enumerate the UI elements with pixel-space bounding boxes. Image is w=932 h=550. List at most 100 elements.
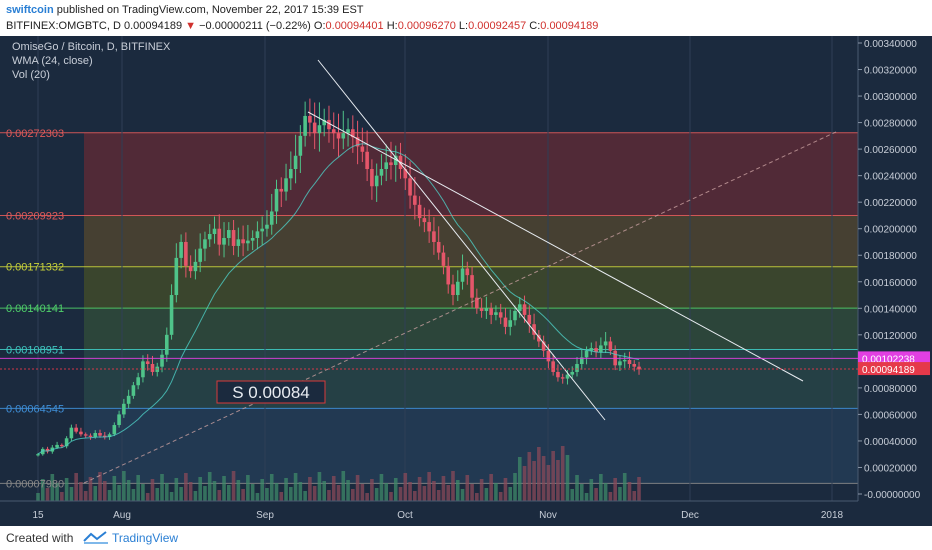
trend-lines[interactable]	[83, 59, 839, 484]
candle-body	[174, 257, 179, 296]
support-annotation[interactable]: S 0.00084	[216, 380, 326, 404]
volume-bar	[55, 483, 59, 501]
candle-body	[36, 454, 40, 456]
candle-body	[498, 312, 503, 318]
volume-bar	[241, 489, 245, 501]
publish-line: swiftcoin published on TradingView.com, …	[6, 4, 364, 16]
volume-bar	[484, 488, 489, 501]
candle-body	[150, 364, 155, 372]
open-label: O:	[313, 20, 326, 32]
tradingview-link[interactable]: TradingView	[112, 531, 179, 545]
volume-bar	[69, 487, 74, 501]
volume-bar	[246, 475, 250, 501]
candle-body	[570, 371, 575, 375]
volume-bar	[513, 473, 517, 501]
candle-body	[122, 403, 126, 415]
volume-bar	[265, 488, 269, 501]
volume-bar	[427, 472, 431, 501]
time-tick-label: Sep	[256, 510, 274, 521]
volume-bar	[346, 480, 350, 501]
candle-body	[413, 195, 417, 205]
volume-bar	[637, 477, 641, 501]
volume-bar	[565, 455, 570, 501]
candle-body	[470, 275, 474, 298]
price-change: −0.00000211 (−0.22%)	[199, 20, 311, 32]
candle-body	[141, 361, 145, 378]
low-label: L:	[458, 20, 469, 32]
candle-body	[565, 374, 570, 379]
volume-bar	[79, 482, 83, 501]
price-tick-label: 0.00160000	[864, 278, 917, 289]
fib-level-label: 0.00108951	[6, 344, 64, 356]
time-axis[interactable]: 15 Aug Sep Oct Nov Dec 2018	[0, 500, 858, 521]
price-chart[interactable]: 0.00272303 0.00209923 0.00171332 0.00140141…	[0, 36, 932, 526]
volume-bar	[141, 484, 145, 501]
price-tick-label: 0.00340000	[864, 39, 917, 50]
trend-line-long	[307, 111, 804, 382]
candle-body	[83, 434, 88, 436]
volume-bar	[126, 480, 131, 501]
candle-body	[384, 162, 389, 170]
volume-bar	[556, 460, 560, 501]
price-tick-label: -0.00000000	[864, 490, 921, 501]
candle-body	[436, 241, 441, 253]
volume-bar	[155, 488, 160, 501]
candle-body	[455, 281, 460, 296]
candle-body	[236, 239, 241, 246]
candle-body	[627, 360, 632, 365]
volume-bar	[293, 473, 298, 501]
low-value: 0.00092457	[468, 20, 527, 32]
volume-bar	[279, 492, 284, 501]
volume-bar	[613, 478, 617, 501]
ticker-symbol[interactable]: BITFINEX:OMGBTC, D	[6, 20, 121, 32]
volume-bar	[355, 475, 360, 501]
chart-canvas[interactable]: 0.00272303 0.00209923 0.00171332 0.00140141…	[0, 36, 932, 526]
volume-bar	[222, 476, 226, 501]
candle-body	[360, 146, 365, 152]
candle-body	[351, 129, 355, 138]
candle-body	[169, 295, 174, 335]
volume-bar	[594, 488, 598, 501]
volume-bar	[494, 483, 498, 501]
volume-bar	[436, 490, 441, 501]
candle-body	[460, 268, 465, 282]
volume-bar	[236, 480, 241, 501]
volume-bar	[384, 483, 389, 501]
price-axis[interactable]: 0.00340000 0.00320000 0.00300000 0.00280000…	[857, 36, 932, 526]
volume-bar	[522, 466, 527, 501]
candle-body	[284, 178, 288, 192]
volume-bar	[184, 473, 188, 501]
candle-body	[355, 137, 360, 147]
volume-bar	[441, 476, 446, 501]
fib-band	[84, 349, 858, 409]
volume-bar	[174, 478, 179, 501]
volume-bar	[98, 472, 102, 501]
time-tick-label: Aug	[113, 510, 131, 521]
candle-body	[541, 341, 546, 351]
tradingview-logo-icon	[83, 531, 108, 544]
fib-bands	[0, 132, 858, 484]
candle-body	[193, 261, 198, 272]
price-tag-box	[858, 362, 930, 376]
candle-body	[227, 230, 231, 238]
created-with-label: Created with	[6, 531, 74, 545]
volume-bar	[102, 481, 107, 501]
price-tag-box	[858, 351, 930, 365]
candle-body	[341, 133, 346, 139]
volume-bar	[336, 485, 341, 501]
volume-bars	[36, 446, 641, 501]
price-tick-label: 0.00140000	[864, 304, 917, 315]
volume-bar	[403, 473, 408, 501]
volume-bar	[632, 491, 637, 501]
candle-body	[188, 265, 193, 272]
candle-body	[60, 444, 64, 447]
volume-bar	[45, 488, 50, 501]
candle-body	[603, 341, 608, 346]
candle-body	[446, 265, 451, 285]
volume-bar	[107, 490, 112, 501]
candle-body	[64, 438, 69, 447]
fib-level-label: 0.00272303	[6, 128, 64, 140]
author-link[interactable]: swiftcoin	[6, 4, 54, 16]
price-tick-label: 0.00080000	[864, 384, 917, 395]
